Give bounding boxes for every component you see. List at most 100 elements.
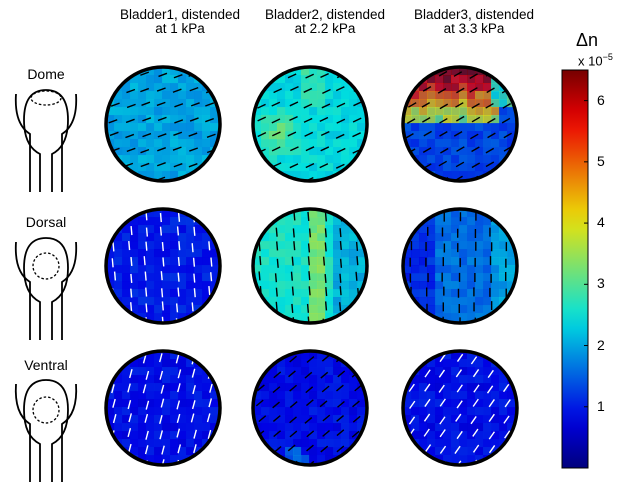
fiber-orientation-mark — [424, 383, 431, 392]
bladder-schematic-ventral — [14, 379, 78, 482]
fiber-orientation-mark — [339, 286, 342, 296]
fiber-orientation-mark — [289, 355, 298, 363]
fiber-orientation-mark — [257, 116, 267, 122]
fiber-orientation-mark — [424, 444, 432, 453]
fiber-orientation-mark — [487, 459, 495, 465]
fiber-orientation-mark — [191, 400, 196, 410]
fiber-orientation-mark — [486, 87, 495, 94]
fiber-orientation-mark — [307, 316, 310, 323]
fiber-orientation-mark — [503, 132, 512, 139]
fiber-orientation-mark — [502, 176, 512, 181]
fiber-orientation-mark — [439, 353, 446, 363]
fiber-orientation-mark — [335, 461, 344, 465]
fiber-orientation-mark — [336, 118, 346, 124]
fiber-orientation-mark — [292, 228, 295, 238]
map-panel-ventral-1 — [106, 351, 220, 465]
fiber-orientation-mark — [208, 353, 213, 363]
fiber-orientation-mark — [258, 242, 261, 252]
fiber-orientation-mark — [160, 271, 163, 281]
fiber-orientation-mark — [406, 160, 415, 167]
fiber-orientation-mark — [454, 445, 461, 454]
fiber-orientation-mark — [156, 101, 166, 107]
fiber-orientation-mark — [209, 383, 213, 393]
fiber-orientation-mark — [173, 163, 183, 168]
fiber-orientation-mark — [437, 88, 447, 94]
fiber-orientation-mark — [205, 102, 215, 107]
fiber-orientation-mark — [193, 288, 196, 298]
fiber-orientation-mark — [356, 211, 359, 221]
fiber-orientation-mark — [275, 287, 278, 297]
fiber-orientation-mark — [161, 301, 164, 311]
fiber-orientation-mark — [210, 272, 213, 282]
fiber-orientation-mark — [255, 399, 264, 407]
fiber-orientation-mark — [160, 398, 165, 408]
fiber-orientation-mark — [503, 383, 510, 393]
fiber-orientation-mark — [287, 444, 296, 452]
fiber-orientation-mark — [408, 416, 416, 425]
fiber-orientation-mark — [177, 212, 181, 222]
fiber-orientation-mark — [324, 228, 327, 238]
fiber-orientation-mark — [308, 271, 311, 281]
fiber-orientation-mark — [470, 133, 479, 140]
fiber-orientation-mark — [111, 316, 114, 323]
fiber-orientation-mark — [177, 383, 181, 393]
fiber-orientation-mark — [351, 176, 361, 181]
fiber-orientation-mark — [161, 241, 164, 252]
fiber-orientation-mark — [306, 356, 315, 363]
map-panel-dome-1 — [106, 67, 220, 181]
fiber-orientation-mark — [290, 146, 299, 152]
fiber-orientation-mark — [487, 369, 494, 379]
fiber-orientation-mark — [130, 226, 133, 236]
fiber-orientation-mark — [501, 72, 511, 79]
fiber-orientation-mark — [503, 415, 510, 424]
fiber-orientation-mark — [193, 273, 196, 283]
fiber-orientation-mark — [274, 316, 277, 323]
fiber-orientation-mark — [321, 354, 330, 362]
fiber-orientation-mark — [320, 130, 330, 137]
colorbar — [561, 69, 589, 469]
fiber-orientation-mark — [189, 117, 199, 122]
fiber-orientation-mark — [289, 384, 298, 392]
fiber-orientation-mark — [144, 271, 147, 281]
fiber-orientation-mark — [305, 399, 314, 407]
fiber-orientation-mark — [438, 70, 448, 77]
fiber-orientation-mark — [320, 445, 329, 453]
fiber-orientation-mark — [110, 102, 120, 107]
fiber-orientation-mark — [210, 257, 213, 267]
fiber-orientation-mark — [129, 460, 133, 465]
fiber-orientation-mark — [421, 102, 431, 108]
fiber-orientation-mark — [108, 119, 118, 124]
fiber-orientation-mark — [352, 132, 361, 138]
fiber-orientation-mark — [456, 384, 463, 393]
fiber-orientation-mark — [406, 354, 414, 363]
fiber-orientation-mark — [469, 73, 478, 79]
fiber-orientation-mark — [322, 414, 331, 422]
fiber-orientation-mark — [322, 88, 331, 94]
fiber-orientation-mark — [456, 146, 465, 152]
fiber-orientation-mark — [439, 117, 448, 124]
fiber-orientation-mark — [157, 133, 167, 138]
fiber-orientation-mark — [289, 115, 298, 122]
fiber-orientation-mark — [189, 147, 199, 152]
fiber-orientation-mark — [158, 353, 163, 363]
map-panel-outline — [251, 207, 369, 325]
fiber-orientation-mark — [422, 147, 432, 154]
colorbar-tick-label: 2 — [597, 336, 605, 353]
fiber-orientation-mark — [306, 430, 315, 438]
fiber-orientation-mark — [177, 287, 180, 297]
fiber-orientation-mark — [456, 400, 463, 409]
fiber-orientation-mark — [320, 371, 329, 379]
fiber-orientation-mark — [175, 354, 180, 364]
fiber-orientation-mark — [271, 461, 280, 465]
fiber-orientation-mark — [291, 303, 294, 313]
map-panel-outline — [251, 65, 369, 183]
fiber-orientation-mark — [469, 87, 478, 93]
fiber-orientation-mark — [471, 103, 480, 109]
fiber-orientation-mark — [306, 444, 314, 452]
fiber-orientation-mark — [274, 273, 278, 283]
fiber-orientation-mark — [471, 116, 481, 123]
fiber-orientation-mark — [128, 413, 133, 423]
fiber-orientation-mark — [111, 301, 115, 311]
map-panel-outline — [401, 65, 519, 183]
